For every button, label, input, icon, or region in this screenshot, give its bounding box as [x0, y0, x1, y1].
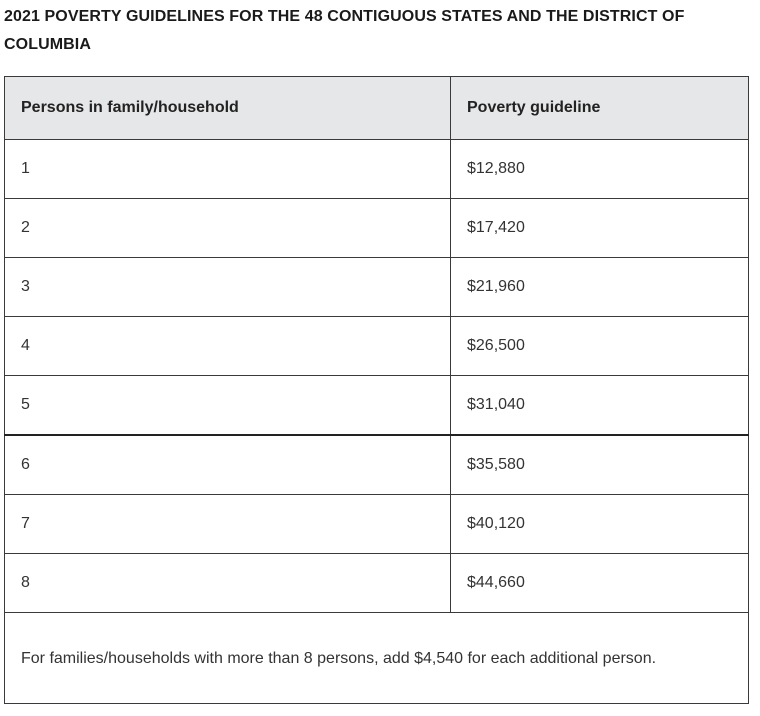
column-header-guideline: Poverty guideline [450, 76, 749, 140]
table-row: 4 $26,500 [4, 316, 749, 376]
guideline-cell: $12,880 [450, 139, 749, 199]
guideline-cell: $26,500 [450, 316, 749, 376]
column-header-persons: Persons in family/household [4, 76, 451, 140]
guideline-cell: $31,040 [450, 375, 749, 436]
table-row: 5 $31,040 [4, 375, 749, 436]
persons-cell: 1 [4, 139, 451, 199]
table-row: 6 $35,580 [4, 434, 749, 495]
table-row: 3 $21,960 [4, 257, 749, 317]
guideline-cell: $35,580 [450, 434, 749, 495]
persons-cell: 3 [4, 257, 451, 317]
table-row: 8 $44,660 [4, 553, 749, 613]
table-row: 1 $12,880 [4, 139, 749, 199]
persons-cell: 6 [4, 434, 451, 495]
guideline-cell: $44,660 [450, 553, 749, 613]
persons-cell: 2 [4, 198, 451, 258]
guideline-cell: $40,120 [450, 494, 749, 554]
persons-cell: 7 [4, 494, 451, 554]
table-header-row: Persons in family/household Poverty guid… [4, 76, 749, 140]
persons-cell: 5 [4, 375, 451, 436]
persons-cell: 8 [4, 553, 451, 613]
table-row: 2 $17,420 [4, 198, 749, 258]
guideline-cell: $21,960 [450, 257, 749, 317]
guideline-cell: $17,420 [450, 198, 749, 258]
poverty-guidelines-table: Persons in family/household Poverty guid… [4, 76, 749, 704]
footnote-text: For families/households with more than 8… [4, 612, 749, 704]
persons-cell: 4 [4, 316, 451, 376]
table-row: 7 $40,120 [4, 494, 749, 554]
footnote-row: For families/households with more than 8… [4, 612, 749, 704]
page-title: 2021 POVERTY GUIDELINES FOR THE 48 CONTI… [4, 8, 685, 53]
